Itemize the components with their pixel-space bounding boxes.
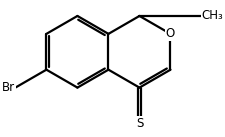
Text: Br: Br — [2, 81, 15, 94]
Text: S: S — [136, 117, 143, 130]
Text: CH₃: CH₃ — [202, 9, 223, 22]
Text: O: O — [166, 27, 175, 40]
